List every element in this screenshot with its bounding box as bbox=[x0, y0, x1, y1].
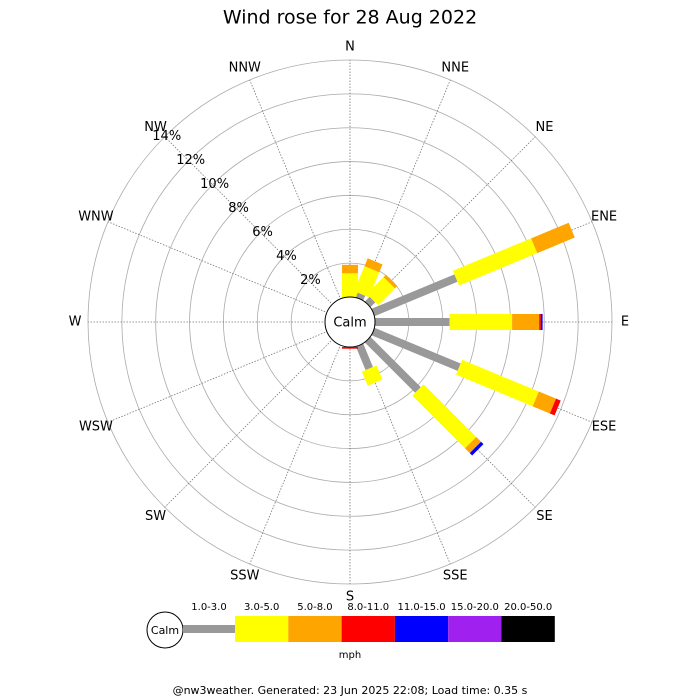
legend-swatch bbox=[501, 616, 555, 642]
r-tick-label: 2% bbox=[300, 273, 321, 288]
direction-label: SSW bbox=[230, 569, 260, 584]
legend-label: 20.0-50.0 bbox=[504, 602, 552, 613]
bar-segment bbox=[355, 343, 373, 371]
legend: Calm 1.0-3.0 3.0-5.0 5.0-8.0 8.0-11.0 11.0-15… bbox=[146, 602, 555, 661]
bar-segment bbox=[464, 436, 482, 454]
bar-segment bbox=[364, 258, 383, 273]
legend-swatch bbox=[183, 625, 235, 633]
bar-segment bbox=[456, 359, 539, 407]
r-tick-label: 8% bbox=[228, 201, 249, 216]
bar-segment bbox=[364, 336, 421, 393]
direction-label: NW bbox=[144, 120, 167, 135]
bar-segment bbox=[364, 296, 376, 308]
legend-label: 15.0-20.0 bbox=[451, 602, 499, 613]
footer: @nw3weather. Generated: 23 Jun 2025 22:0… bbox=[173, 684, 528, 697]
legend-label: 8.0-11.0 bbox=[347, 602, 389, 613]
direction-label: NNE bbox=[441, 60, 469, 75]
direction-label: SE bbox=[536, 509, 552, 524]
legend-swatch bbox=[448, 616, 502, 642]
r-tick-label: 14% bbox=[152, 129, 181, 144]
direction-label: ENE bbox=[591, 209, 617, 224]
legend-swatch bbox=[235, 616, 289, 642]
direction-label: SSE bbox=[443, 569, 468, 584]
bar-segment bbox=[361, 365, 383, 386]
bar-segment bbox=[549, 398, 561, 416]
direction-label: WSW bbox=[79, 420, 113, 435]
grid: N NNE NE ENE E ESE SE SSE S SSW SW WSW W WNW NW NNW 2%4%… bbox=[69, 40, 630, 605]
bar-segment bbox=[354, 266, 380, 298]
bar-segment bbox=[383, 274, 398, 289]
direction-label: W bbox=[69, 315, 82, 330]
direction-label: ESE bbox=[592, 420, 617, 435]
r-tick-label: 4% bbox=[276, 249, 297, 264]
direction-label: S bbox=[346, 590, 354, 605]
direction-label: N bbox=[345, 40, 355, 55]
chart-title: Wind rose for 28 Aug 2022 bbox=[223, 7, 477, 29]
direction-label: NNW bbox=[229, 60, 261, 75]
bar-segment bbox=[531, 222, 575, 254]
calm-label: Calm bbox=[333, 316, 366, 331]
legend-label: 3.0-5.0 bbox=[244, 602, 279, 613]
r-tick-label: 10% bbox=[200, 177, 229, 192]
bar-segment bbox=[532, 391, 557, 414]
r-tick-label: 12% bbox=[176, 153, 205, 168]
bar-segment bbox=[412, 384, 477, 449]
legend-calm-label: Calm bbox=[151, 624, 179, 637]
direction-label: NE bbox=[535, 120, 553, 135]
direction-label: E bbox=[621, 315, 629, 330]
bar-segment bbox=[355, 292, 366, 301]
bar-segment bbox=[469, 441, 484, 456]
bar-segment bbox=[452, 238, 538, 286]
direction-label: SW bbox=[145, 509, 166, 524]
direction-label: WNW bbox=[78, 209, 114, 224]
legend-swatch bbox=[341, 616, 395, 642]
bar-segment bbox=[371, 274, 458, 317]
legend-swatch bbox=[394, 616, 449, 642]
legend-label: 11.0-15.0 bbox=[397, 602, 445, 613]
r-tick-label: 6% bbox=[252, 225, 273, 240]
calm-circle bbox=[324, 296, 376, 348]
legend-unit: mph bbox=[339, 650, 361, 661]
grid-ring bbox=[155, 127, 545, 517]
legend-label: 1.0-3.0 bbox=[191, 602, 226, 613]
legend-label: 5.0-8.0 bbox=[297, 602, 332, 613]
bar-segment bbox=[366, 277, 395, 306]
bar-segment bbox=[371, 327, 461, 371]
legend-swatch bbox=[288, 616, 342, 642]
bars bbox=[342, 222, 575, 456]
